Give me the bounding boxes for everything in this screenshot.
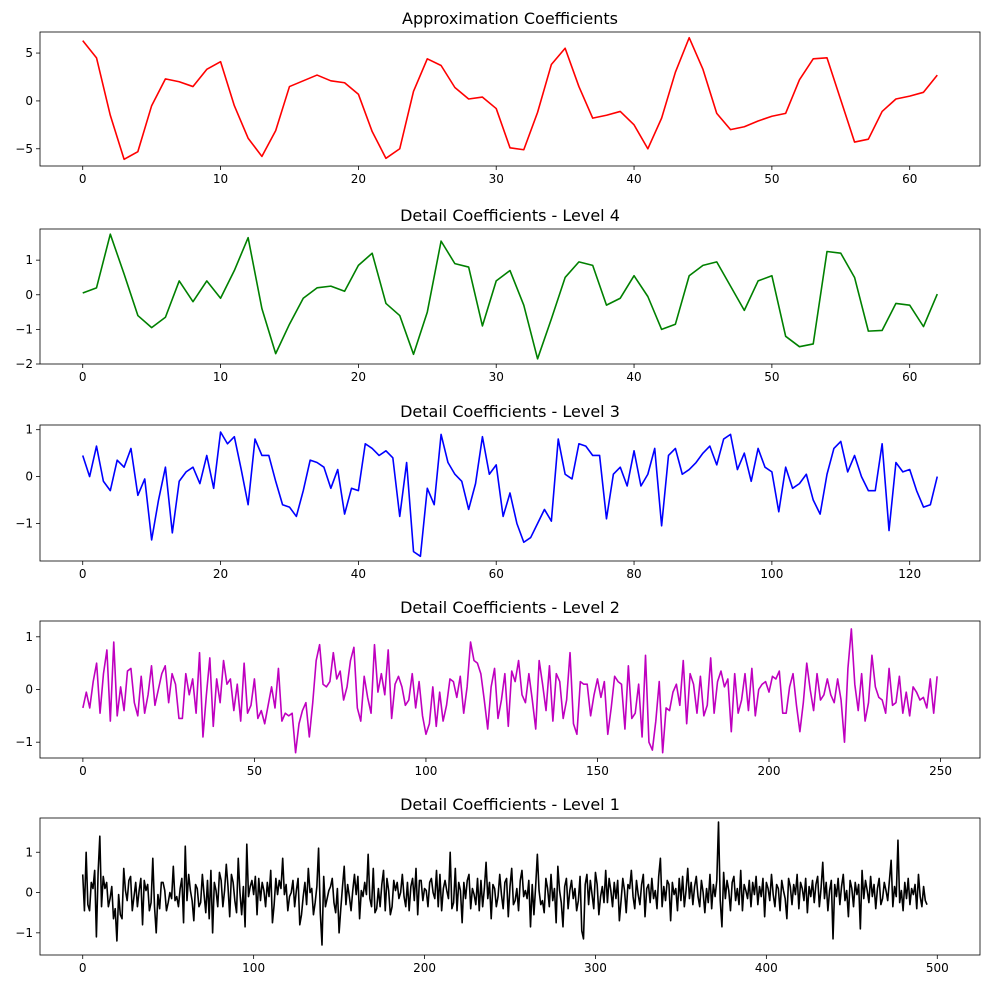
- axes-frame: [39, 424, 981, 562]
- x-tick-label: 250: [929, 764, 952, 778]
- x-tick-label: 500: [926, 961, 949, 975]
- x-tick-label: 10: [213, 172, 228, 186]
- x-tick-label: 80: [626, 567, 641, 581]
- x-tick-label: 20: [213, 567, 228, 581]
- x-tick-label: 30: [489, 172, 504, 186]
- y-tick-label: 5: [25, 46, 33, 60]
- x-tick-label: 400: [755, 961, 778, 975]
- y-tick-label: 0: [25, 886, 33, 900]
- x-tick-label: 0: [79, 370, 87, 384]
- series-line: [82, 36, 938, 161]
- x-tick-label: 60: [489, 567, 504, 581]
- y-tick-label: 1: [25, 423, 33, 437]
- x-tick-label: 60: [902, 370, 917, 384]
- x-tick-label: 150: [586, 764, 609, 778]
- subplot-5: Detail Coefficients - Level 1 0 100 200 300 4…: [15, 795, 981, 975]
- subplot-4: Detail Coefficients - Level 2 0 50 100 150 20…: [15, 598, 981, 778]
- y-tick-label: −1: [15, 735, 33, 749]
- series-line: [81, 821, 928, 946]
- x-tick-label: 120: [898, 567, 921, 581]
- y-tick-label: −1: [15, 322, 33, 336]
- axes-frame: [39, 31, 981, 167]
- y-tick-label: −1: [15, 926, 33, 940]
- subplot-title: Detail Coefficients - Level 1: [400, 795, 620, 814]
- x-tick-label: 100: [760, 567, 783, 581]
- subplot-2: Detail Coefficients - Level 40 10 20 30 40 50…: [15, 206, 981, 384]
- x-tick-label: 50: [764, 172, 779, 186]
- x-tick-label: 200: [413, 961, 436, 975]
- x-tick-label: 0: [79, 764, 87, 778]
- x-tick-label: 20: [351, 370, 366, 384]
- x-tick-label: 100: [242, 961, 265, 975]
- subplot-title: Detail Coefficients - Level 3: [400, 402, 620, 421]
- y-tick-label: 0: [25, 683, 33, 697]
- x-tick-label: 40: [351, 567, 366, 581]
- x-tick-label: 40: [626, 172, 641, 186]
- axes-frame: [39, 817, 981, 956]
- subplot-title: Approximation Coefficients: [402, 9, 618, 28]
- series-line: [82, 628, 938, 754]
- x-tick-label: 50: [764, 370, 779, 384]
- y-tick-label: 0: [25, 288, 33, 302]
- x-tick-label: 30: [489, 370, 504, 384]
- x-tick-label: 50: [247, 764, 262, 778]
- subplot-title: Detail Coefficients - Level 2: [400, 598, 620, 617]
- y-tick-label: −5: [15, 142, 33, 156]
- subplot-3: Detail Coefficients - Level 30 20 40 60 80 10…: [15, 402, 981, 581]
- y-tick-label: −1: [15, 516, 33, 530]
- x-tick-label: 300: [584, 961, 607, 975]
- series-line: [81, 431, 939, 558]
- axes-frame: [39, 228, 981, 365]
- y-tick-label: 1: [25, 845, 33, 859]
- x-tick-label: 10: [213, 370, 228, 384]
- x-tick-label: 0: [79, 567, 87, 581]
- subplot-title: Detail Coefficients - Level 4: [400, 206, 620, 225]
- y-tick-label: 1: [25, 253, 33, 267]
- y-tick-label: 1: [25, 630, 33, 644]
- x-tick-label: 100: [414, 764, 437, 778]
- x-tick-label: 40: [626, 370, 641, 384]
- series-line: [82, 233, 939, 360]
- y-tick-label: 0: [25, 94, 33, 108]
- x-tick-label: 200: [758, 764, 781, 778]
- x-tick-label: 60: [902, 172, 917, 186]
- x-tick-label: 0: [79, 961, 87, 975]
- x-tick-label: 0: [79, 172, 87, 186]
- y-tick-label: −2: [15, 357, 33, 371]
- y-tick-label: 0: [25, 470, 33, 484]
- x-tick-label: 20: [351, 172, 366, 186]
